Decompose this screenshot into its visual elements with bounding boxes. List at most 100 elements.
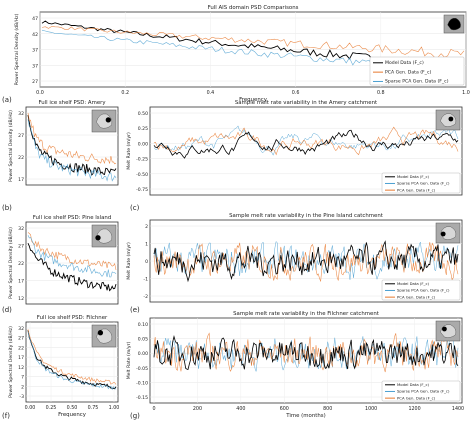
f-ytick-label: 7 [21, 375, 24, 381]
d-ylabel: Power Spectral Density (dB/Hz) [8, 227, 14, 299]
top-xtick-label: 0.4 [207, 90, 215, 96]
top-xtick-label: 0.6 [292, 90, 300, 96]
top-ytick-label: 37 [32, 63, 38, 69]
c-legend-label-pca: PCA Gen. Data (F_c) [397, 187, 436, 192]
d-title: Full ice shelf PSD: Pine Island [33, 215, 112, 221]
g-inset-map [435, 320, 461, 342]
b-inset-map [91, 109, 117, 133]
g-series-pca [153, 332, 459, 373]
f-ytick-label: -3 [19, 394, 24, 400]
f-xtick-label: 0.50 [67, 405, 78, 411]
g-ytick-label: -0.05 [136, 366, 148, 372]
g-ytick-label: -0.15 [136, 395, 148, 401]
f-xtick-label: 0.00 [25, 405, 36, 411]
b-ytick-label: 17 [18, 177, 24, 183]
top-ytick-label: 47 [32, 16, 38, 22]
b-inset-region-mark [105, 117, 111, 123]
f-axes: 32 27 22 17 12 7 2 -30.00 0.25 0.50 0.75 1.00 Power … [8, 315, 119, 418]
top-xtick-label: 0.0 [36, 90, 44, 96]
g-xtick-label: 800 [323, 406, 332, 412]
d-ytick-label: 17 [18, 279, 24, 285]
panel-label-d: (d) [2, 306, 12, 314]
e-title: Sample melt rate variability in the Pine… [229, 213, 383, 219]
e-ytick-label: -2 [143, 294, 148, 300]
top-title: Full AIS domain PSD Comparisons [208, 5, 299, 11]
g-legend-label-sparse: Sparse PCA Gen. Data (F_c) [397, 389, 450, 394]
panel-label-g: (g) [130, 412, 140, 420]
c-ytick-label: 0.50 [138, 111, 148, 117]
c-series-pca [153, 126, 459, 156]
f-ytick-label: 22 [18, 345, 24, 351]
e-ytick-label: 2 [145, 224, 148, 230]
b-series-pca [27, 112, 117, 165]
f-xlabel: Frequency [58, 412, 87, 418]
c-inset-map [435, 109, 461, 131]
b-series-model [27, 114, 117, 176]
c-legend-label-sparse: Sparse PCA Gen. Data (F_c) [397, 181, 450, 186]
top-legend-label-pca: PCA Gen. Data (F_c) [385, 69, 431, 75]
b-title: Full ice shelf PSD: Amery [38, 100, 106, 106]
e-ytick-label: -1 [143, 277, 148, 283]
g-legend: Model Data (F_c) Sparse PCA Gen. Data (F_… [381, 380, 461, 402]
c-title: Sample melt rate variability in the Amer… [235, 100, 377, 106]
top-ytick-label: 27 [32, 79, 38, 85]
g-ytick-label: 0.00 [138, 351, 148, 357]
g-title: Sample melt rate variability in the Filc… [233, 311, 379, 317]
top-legend: Model Data (F_c) PCA Gen. Data (F_c) Spars… [369, 56, 465, 86]
e-legend: Model Data (F_c) Sparse PCA Gen. Data (F_… [381, 279, 461, 301]
panel-label-e: (e) [130, 306, 140, 314]
g-legend-box [381, 380, 461, 402]
f-title: Full ice shelf PSD: Filchner [37, 315, 108, 321]
b-ylabel: Power Spectral Density (dB/Hz) [8, 110, 14, 182]
f-series-sparse [27, 331, 117, 391]
f-ytick-label: 12 [18, 365, 24, 371]
top-ylabel: Power Spectral Density (dB/Hz) [14, 13, 20, 85]
f-inset-region-mark [97, 330, 104, 336]
d-ytick-label: 22 [18, 261, 24, 267]
top-xtick-label: 0.8 [377, 90, 385, 96]
b-ytick-label: 22 [18, 155, 24, 161]
panel-label-c: (c) [130, 204, 140, 212]
panel-label-a: (a) [2, 96, 12, 104]
c-inset-region-mark [448, 116, 454, 122]
e-inset-map [435, 222, 461, 244]
c-ytick-label: -0.25 [136, 157, 148, 163]
c-ytick-label: -0.75 [136, 187, 148, 193]
g-ytick-label: -0.10 [136, 380, 148, 386]
top-legend-label-model: Model Data (F_c) [385, 60, 424, 66]
top-xlabel: Frequency [239, 97, 268, 103]
d-ytick-label: 32 [18, 226, 24, 232]
e-series-sparse [153, 240, 459, 281]
e-ytick-label: 0 [145, 259, 148, 265]
g-xtick-label: 1000 [365, 406, 377, 412]
g-xtick-label: 1200 [408, 406, 420, 412]
f-xtick-label: 0.25 [46, 405, 57, 411]
top-series-pca [41, 26, 465, 58]
f-xtick-label: 1.00 [109, 405, 120, 411]
c-legend-box [381, 172, 461, 194]
g-series-model [153, 335, 459, 371]
e-series-pca [153, 242, 459, 283]
top-inset-map [443, 14, 465, 34]
g-xtick-label: 1400 [452, 406, 464, 412]
e-legend-label-pca: PCA Gen. Data (F_c) [397, 294, 436, 299]
g-xtick-label: 0 [152, 406, 155, 412]
f-ytick-label: 2 [21, 384, 24, 390]
f-inset-map [91, 324, 117, 348]
c-legend: Model Data (F_c) Sparse PCA Gen. Data (F_… [381, 172, 461, 194]
g-legend-label-model: Model Data (F_c) [397, 382, 430, 387]
f-ytick-label: 32 [18, 326, 24, 332]
f-ylabel: Power Spectral Density (dB/Hz) [8, 326, 14, 398]
e-legend-box [381, 279, 461, 301]
panel-label-b: (b) [2, 204, 12, 212]
d-ytick-label: 12 [18, 296, 24, 302]
g-legend-label-pca: PCA Gen. Data (F_c) [397, 395, 436, 400]
top-axes: 47 42 37 37 27 0.0 0.2 0.4 0.6 0.8 1.0 Power Spectr… [14, 5, 470, 103]
f-xtick-label: 0.75 [88, 405, 99, 411]
e-ytick-label: 1 [145, 242, 148, 248]
g-ytick-label: 0.10 [138, 322, 148, 328]
c-ytick-label: 0.00 [138, 141, 148, 147]
d-ytick-label: 27 [18, 244, 24, 250]
e-legend-label-model: Model Data (F_c) [397, 281, 430, 286]
